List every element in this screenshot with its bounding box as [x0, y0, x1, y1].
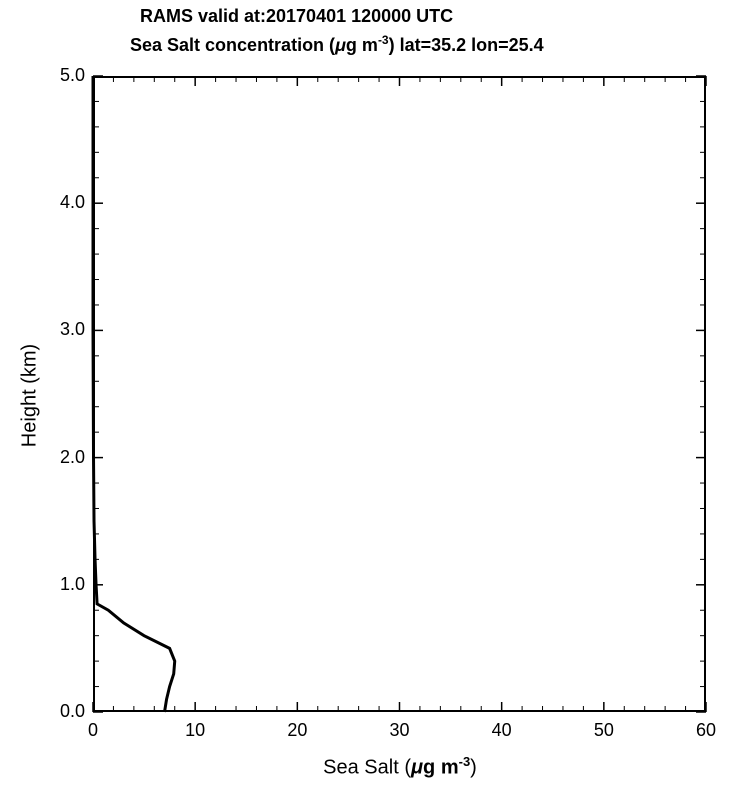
chart-container: RAMS valid at:20170401 120000 UTC Sea Sa…	[0, 0, 746, 800]
y-tick-label: 2.0	[43, 447, 85, 468]
xlabel-prefix: Sea Salt (	[323, 757, 411, 779]
x-tick-label: 50	[579, 720, 629, 741]
xlabel-unit: g m	[423, 757, 459, 779]
x-tick-label: 60	[681, 720, 731, 741]
x-tick-label: 40	[477, 720, 527, 741]
y-axis-label: Height (km)	[19, 336, 42, 456]
y-tick-label: 4.0	[43, 192, 85, 213]
xlabel-suffix: )	[470, 757, 477, 779]
x-tick-label: 30	[375, 720, 425, 741]
x-axis-label: Sea Salt (μg m-3)	[300, 754, 500, 780]
xlabel-mu: μ	[411, 757, 423, 779]
y-tick-label: 0.0	[43, 701, 85, 722]
x-tick-label: 10	[170, 720, 220, 741]
chart-svg	[0, 0, 746, 800]
x-tick-label: 0	[68, 720, 118, 741]
y-tick-label: 1.0	[43, 574, 85, 595]
x-tick-label: 20	[272, 720, 322, 741]
xlabel-exp: -3	[459, 754, 471, 769]
y-tick-label: 5.0	[43, 65, 85, 86]
y-tick-label: 3.0	[43, 319, 85, 340]
